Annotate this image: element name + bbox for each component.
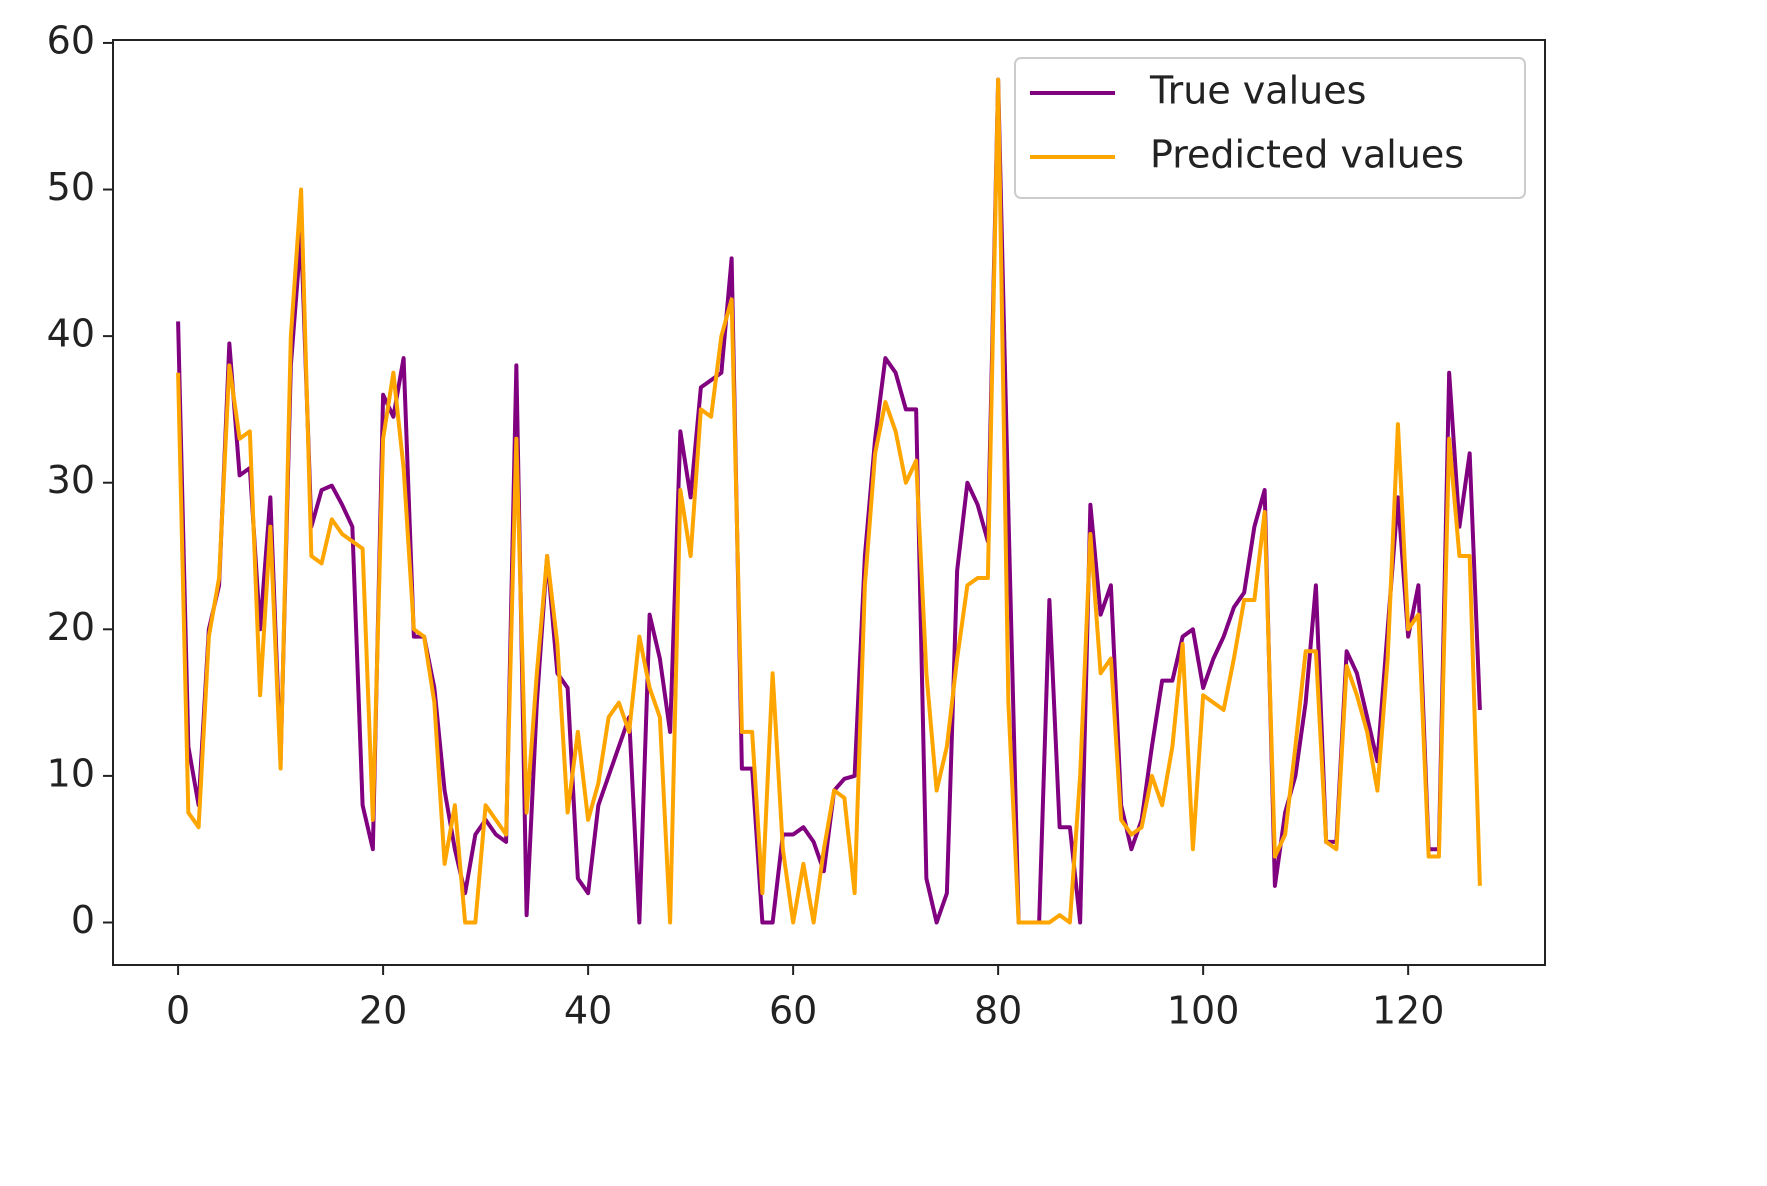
y-tick-label: 20 bbox=[47, 605, 95, 649]
y-tick-label: 40 bbox=[47, 312, 95, 356]
y-tick-label: 60 bbox=[47, 18, 95, 62]
series-line bbox=[176, 77, 1482, 925]
x-tick-label: 60 bbox=[769, 989, 817, 1033]
legend-label: True values bbox=[1149, 69, 1366, 113]
x-tick-label: 80 bbox=[974, 989, 1022, 1033]
x-tick-label: 20 bbox=[359, 989, 407, 1033]
x-tick-label: 120 bbox=[1372, 989, 1445, 1033]
y-tick-label: 30 bbox=[47, 458, 95, 502]
x-tick-label: 0 bbox=[166, 989, 190, 1033]
x-tick-label: 100 bbox=[1167, 989, 1240, 1033]
x-tick-label: 40 bbox=[564, 989, 612, 1033]
legend-box bbox=[1014, 57, 1526, 199]
legend-label: Predicted values bbox=[1150, 133, 1464, 177]
y-tick-label: 0 bbox=[71, 898, 95, 942]
y-tick-label: 50 bbox=[47, 165, 95, 209]
y-tick-label: 10 bbox=[47, 751, 95, 795]
plot-frame bbox=[112, 39, 1546, 966]
